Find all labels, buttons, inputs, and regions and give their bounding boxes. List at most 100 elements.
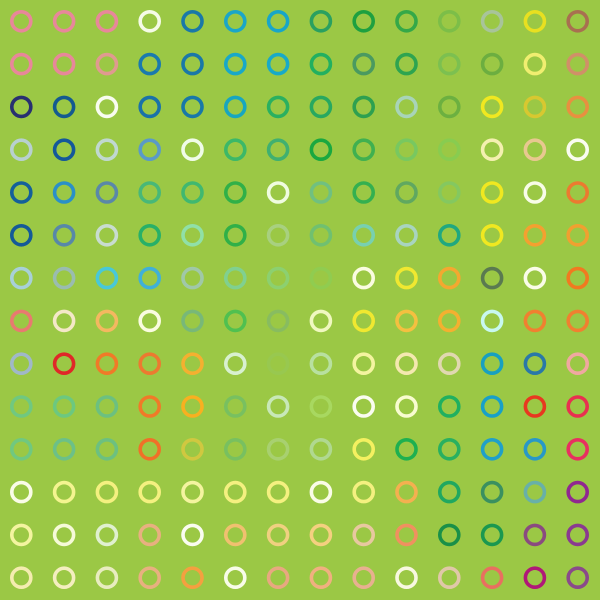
ring [266,181,290,204]
ring [52,9,76,33]
ring [352,437,376,461]
ring [266,523,290,547]
ring [138,395,161,418]
ring [309,566,333,590]
ring [523,352,547,376]
ring [181,9,204,33]
ring [224,224,247,247]
ring [395,266,418,290]
ring [224,138,247,161]
ring [395,224,418,247]
ring [266,566,290,590]
ring [138,95,161,119]
ring [224,266,247,290]
ring [352,224,376,247]
ring [181,395,204,418]
ring [95,566,119,590]
ring [138,224,161,247]
ring [224,352,247,376]
ring [266,224,290,247]
ring [52,181,76,204]
ring [352,9,376,33]
ring [352,309,376,333]
ring [224,395,247,418]
ring [309,224,333,247]
ring [52,395,76,418]
ring [566,266,590,290]
ring-grid [9,9,590,590]
ring [95,224,119,247]
ring [9,480,33,504]
ring [395,523,418,547]
ring [566,480,590,504]
ring [309,437,333,461]
ring [309,52,333,76]
ring [181,266,204,290]
ring [480,309,504,333]
ring [566,181,590,204]
ring [480,266,504,290]
ring [181,181,204,204]
ring [480,95,504,119]
ring [181,566,204,590]
ring [523,138,547,161]
ring [181,224,204,247]
ring [266,266,290,290]
ring [395,181,418,204]
ring [437,523,461,547]
ring [52,437,76,461]
ring [309,181,333,204]
ring [437,395,461,418]
ring [138,9,161,33]
ring [9,437,33,461]
ring [437,309,461,333]
ring [138,309,161,333]
ring [309,138,333,161]
ring [52,138,76,161]
ring [480,9,504,33]
ring [523,566,547,590]
ring [181,95,204,119]
ring [309,352,333,376]
ring [224,9,247,33]
ring [9,266,33,290]
ring [566,309,590,333]
ring [181,480,204,504]
ring [437,224,461,247]
ring [95,480,119,504]
ring [437,566,461,590]
ring [52,224,76,247]
ring [9,181,33,204]
ring [95,266,119,290]
ring [395,95,418,119]
ring [437,181,461,204]
ring [95,138,119,161]
ring [138,181,161,204]
ring [9,224,33,247]
ring [224,480,247,504]
ring [266,480,290,504]
ring [52,480,76,504]
ring [480,566,504,590]
ring [480,395,504,418]
ring [95,352,119,376]
ring [523,266,547,290]
ring [480,224,504,247]
ring [266,395,290,418]
ring [395,309,418,333]
ring [523,309,547,333]
ring [224,309,247,333]
ring [266,352,290,376]
ring [352,95,376,119]
ring [95,95,119,119]
ring [52,566,76,590]
ring [266,52,290,76]
ring [352,52,376,76]
ring [9,566,33,590]
ring [352,480,376,504]
ring [480,352,504,376]
ring [52,352,76,376]
ring [52,523,76,547]
ring [9,309,33,333]
ring [52,52,76,76]
